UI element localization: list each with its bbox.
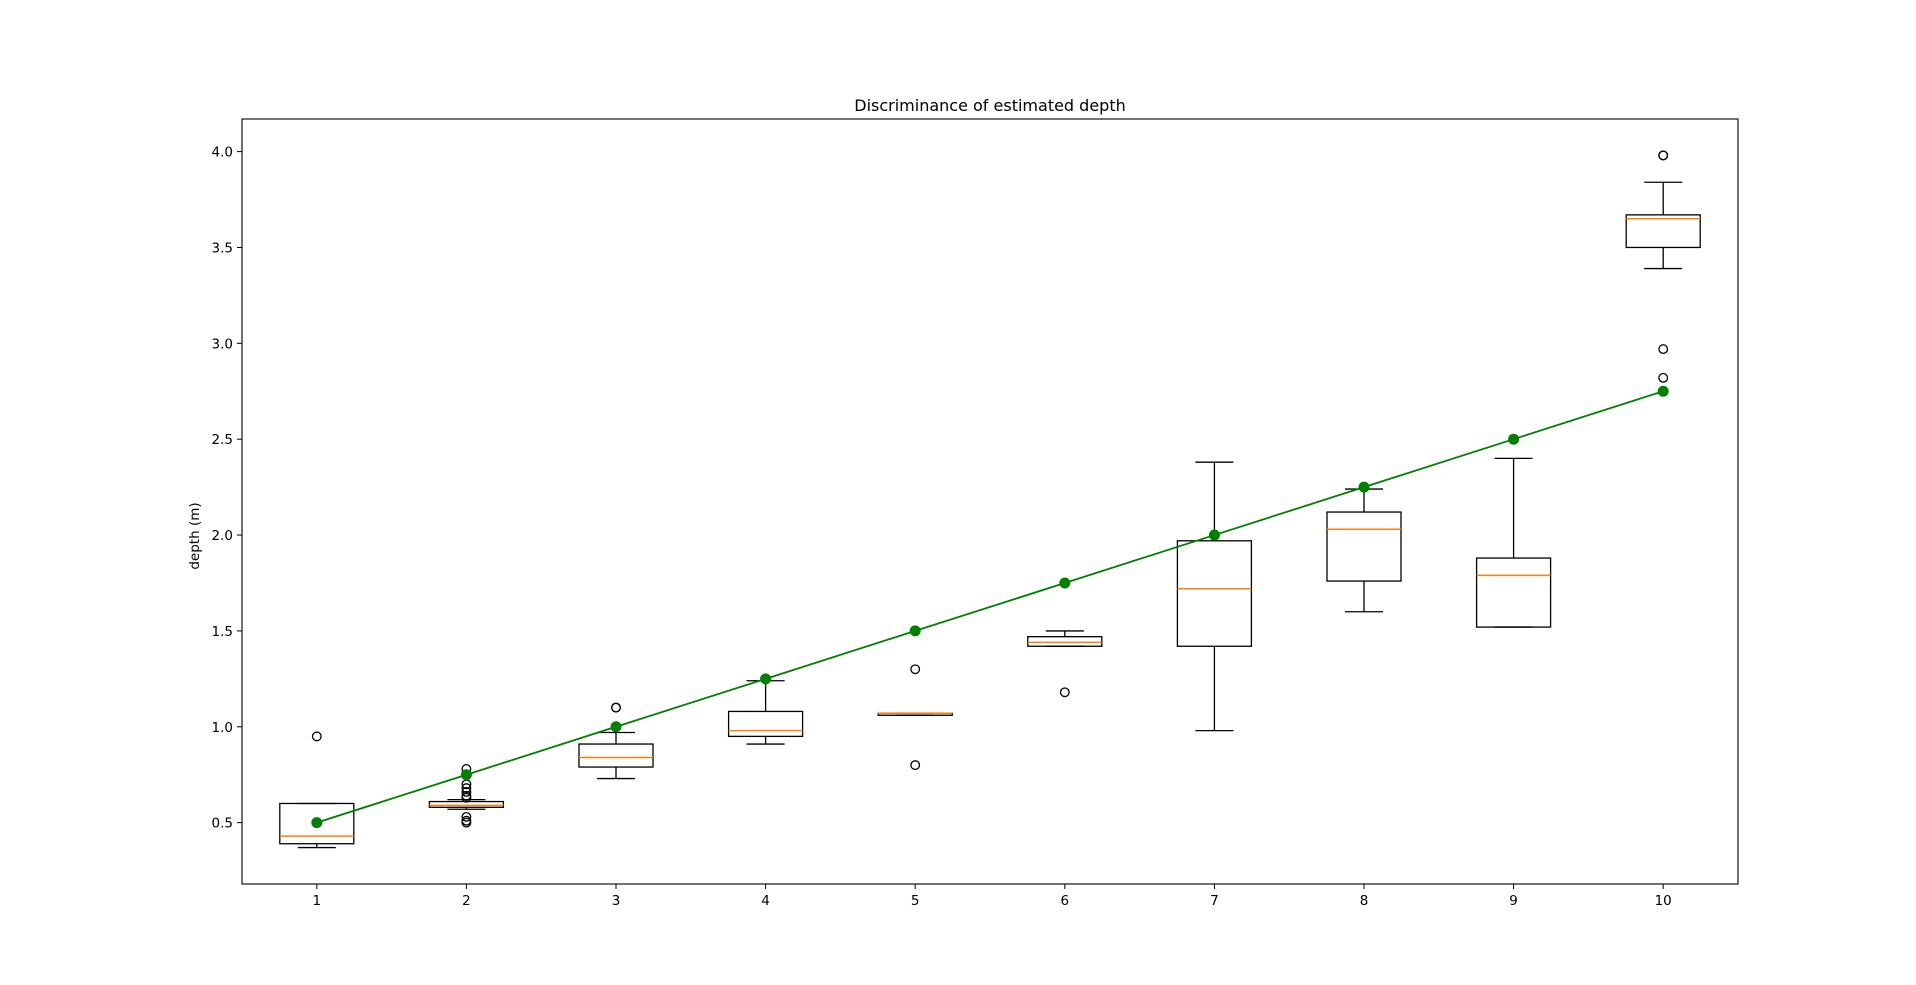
box-6-outlier-1 [1059, 687, 1070, 698]
y-tick-label-2.5: 2.5 [212, 432, 233, 448]
x-tick-label-6: 6 [1061, 893, 1070, 909]
y-axis-label: depth (m) [187, 502, 203, 569]
reference-point-8 [1358, 481, 1370, 493]
box-5-outlier-2 [910, 664, 921, 675]
box-2-outlier-3 [461, 811, 472, 822]
box-10-outlier-1 [1658, 372, 1669, 383]
reference-point-7 [1208, 529, 1220, 541]
box-3-iqr-box [578, 743, 654, 768]
x-tick-label-4: 4 [761, 893, 770, 909]
box-2-outlier-7 [461, 783, 472, 794]
box-9-iqr-box [1475, 557, 1552, 628]
y-tick-label-4.0: 4.0 [212, 145, 233, 161]
box-4-iqr-box [727, 710, 804, 738]
reference-point-9 [1508, 433, 1520, 445]
y-tick-label-3.5: 3.5 [212, 240, 233, 256]
x-tick-label-2: 2 [462, 893, 471, 909]
reference-line [316, 390, 1664, 824]
box-2-outlier-5 [461, 790, 472, 801]
reference-point-10 [1657, 385, 1669, 397]
y-tick-label-2.0: 2.0 [212, 528, 233, 544]
box-6-iqr-box [1027, 636, 1103, 647]
box-5-outlier-1 [910, 760, 921, 771]
box-3-outlier-2 [611, 702, 621, 713]
axes-frame [241, 118, 1739, 885]
reference-point-6 [1059, 577, 1071, 589]
x-tick-label-7: 7 [1210, 893, 1219, 909]
reference-point-3 [610, 721, 622, 733]
x-tick-label-1: 1 [313, 893, 322, 909]
chart-title: Discriminance of estimated depth [854, 96, 1126, 115]
x-tick-label-3: 3 [612, 893, 621, 909]
box-8-iqr-box [1326, 511, 1402, 582]
box-2-outlier-2 [461, 815, 472, 826]
reference-point-4 [760, 673, 772, 685]
y-tick-label-3.0: 3.0 [212, 336, 233, 352]
x-tick-label-8: 8 [1360, 893, 1369, 909]
box-10-outlier-4 [1658, 150, 1669, 161]
y-tick-label-1.5: 1.5 [212, 624, 233, 640]
box-7-iqr-box [1176, 540, 1253, 647]
box-1-outlier-1 [311, 731, 322, 742]
reference-point-2 [460, 769, 472, 781]
reference-point-5 [909, 625, 921, 637]
y-tick-label-0.5: 0.5 [212, 816, 233, 832]
box-10-iqr-box [1625, 214, 1701, 249]
y-tick-label-1.0: 1.0 [212, 720, 233, 736]
x-tick-label-10: 10 [1655, 893, 1672, 909]
box-2-outlier-6 [461, 787, 472, 797]
box-10-outlier-2 [1658, 344, 1669, 355]
x-tick-label-9: 9 [1509, 893, 1518, 909]
plot-area: 1 2 3 4 5 6 7 8 9 10 0.5 1.0 1.5 2.0 2.5 3.0 3.5 4.0 [212, 118, 1739, 909]
x-tick-label-5: 5 [911, 893, 920, 909]
box-1-iqr-box [279, 802, 355, 845]
reference-point-1 [311, 817, 323, 829]
